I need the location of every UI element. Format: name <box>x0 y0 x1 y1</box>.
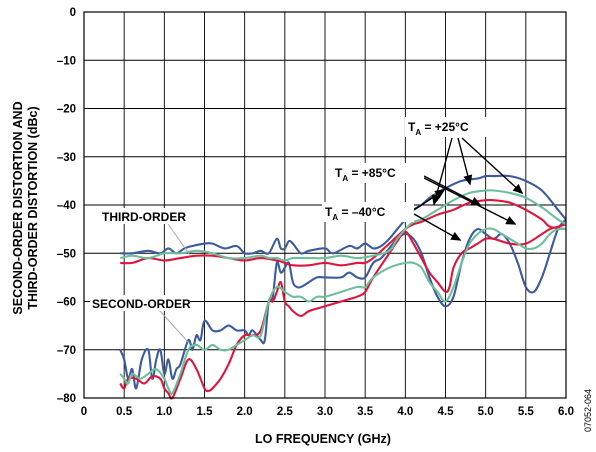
y-tick-label: –80 <box>57 393 76 405</box>
x-tick-label: 4.5 <box>438 406 455 418</box>
x-tick-label: 3.5 <box>357 406 374 418</box>
t25-arrow-2 <box>461 137 524 195</box>
annotation-leaders <box>159 137 524 343</box>
figure-code: 07052-064 <box>583 389 593 432</box>
tm40-arrow-2 <box>413 213 462 241</box>
x-tick-label: 6.0 <box>558 406 574 418</box>
t25-arrow-1 <box>457 137 473 186</box>
curves <box>119 174 567 400</box>
series-tm40-third-order-line <box>119 189 567 262</box>
x-axis-title: LO FREQUENCY (GHz) <box>255 432 391 446</box>
y-tick-label: –50 <box>57 248 76 260</box>
x-tick-label: 0.5 <box>116 406 133 418</box>
t25-label: TA = +25°C <box>408 120 469 137</box>
y-tick-label: –30 <box>57 152 76 164</box>
series-tm40-second-order-line <box>119 227 567 395</box>
plot-frame <box>83 11 567 399</box>
y-tick-label: –10 <box>57 55 76 67</box>
t25-label-bg <box>405 117 495 137</box>
y-tick-labels: 0 –10 –20 –30 –40 –50 –60 –70 –80 <box>57 7 76 405</box>
tm40-arrow-1 <box>413 189 446 211</box>
tm40-label: TA = –40°C <box>325 205 386 222</box>
y-tick-label: –70 <box>57 345 76 357</box>
x-tick-label: 3.0 <box>317 406 333 418</box>
y-tick-label: –60 <box>57 297 76 309</box>
x-tick-label: 2.5 <box>277 406 294 418</box>
second-order-label: SECOND-ORDER <box>92 297 191 311</box>
x-tick-label: 1.0 <box>156 406 172 418</box>
x-tick-label: 5.5 <box>518 406 535 418</box>
x-tick-labels: 0 0.5 1.0 1.5 2.0 2.5 3.0 3.5 4.0 4.5 5.0 5.5 6.0 <box>81 406 574 418</box>
y-axis-title-line2: THIRD-ORDER DISTORTION (dBc) <box>26 106 40 309</box>
y-axis-title-line1: SECOND-ORDER DISTORTION AND <box>11 101 25 314</box>
second-order-leader <box>159 310 189 343</box>
second-order-label-bg <box>90 295 190 311</box>
tm40-label-bg <box>322 202 414 222</box>
x-tick-label: 1.5 <box>197 406 214 418</box>
series-t25-second-order-line <box>119 218 567 390</box>
series-t85-third-order-line <box>120 198 567 267</box>
t85-arrow-2 <box>423 177 517 225</box>
x-tick-label: 2.0 <box>237 406 253 418</box>
x-tick-label: 5.0 <box>478 406 494 418</box>
third-order-leader <box>167 223 191 256</box>
y-tick-label: –20 <box>57 104 76 116</box>
y-tick-label: –40 <box>57 200 76 212</box>
t85-label-bg <box>332 163 424 183</box>
y-tick-label: 0 <box>70 7 76 19</box>
third-order-label-bg <box>100 208 188 224</box>
t85-label: TA = +85°C <box>335 166 396 183</box>
x-tick-label: 4.0 <box>397 406 413 418</box>
x-tick-label: 0 <box>81 406 87 418</box>
grid <box>84 12 566 398</box>
third-order-label: THIRD-ORDER <box>102 210 186 224</box>
